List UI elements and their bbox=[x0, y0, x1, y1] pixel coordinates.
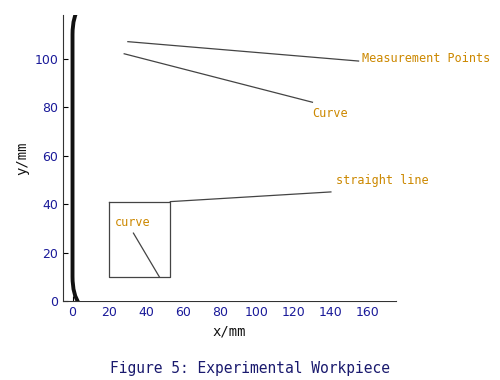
FancyBboxPatch shape bbox=[72, 0, 404, 313]
Text: curve: curve bbox=[115, 216, 150, 229]
X-axis label: x/mm: x/mm bbox=[212, 325, 246, 339]
Y-axis label: y/mm: y/mm bbox=[15, 141, 29, 175]
Text: Curve: Curve bbox=[312, 107, 348, 120]
Text: straight line: straight line bbox=[336, 174, 429, 187]
Text: Measurement Points: Measurement Points bbox=[362, 52, 490, 65]
Text: Figure 5: Experimental Workpiece: Figure 5: Experimental Workpiece bbox=[110, 361, 390, 376]
